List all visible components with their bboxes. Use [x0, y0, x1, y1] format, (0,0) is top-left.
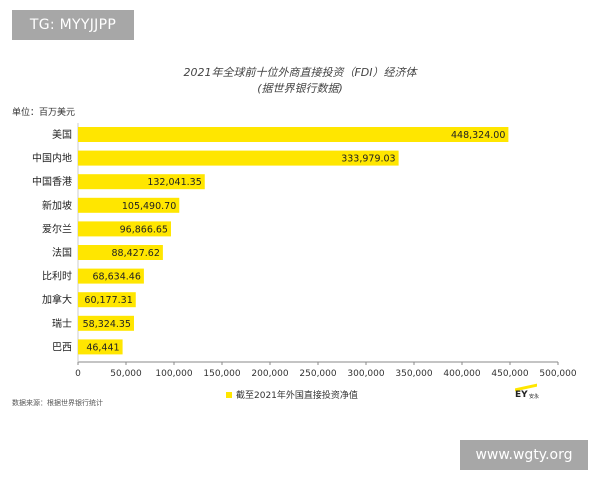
x-tick-label: 0 [75, 369, 81, 379]
data-label: 46,441 [86, 342, 119, 353]
bar [78, 245, 163, 260]
data-label: 105,490.70 [122, 201, 176, 212]
legend: 截至2021年外国直接投资净值 [226, 388, 358, 401]
category-label: 加拿大 [42, 293, 72, 306]
category-label: 新加坡 [42, 199, 72, 212]
chart-title: 2021年全球前十位外商直接投资（FDI）经济体 [183, 66, 417, 79]
data-label: 96,866.65 [120, 224, 168, 235]
data-label: 132,041.35 [147, 177, 201, 188]
x-tick-label: 100,000 [155, 369, 192, 379]
bar [78, 127, 509, 142]
ey-logo: EY 安永 [513, 383, 543, 404]
category-label: 法国 [52, 246, 72, 259]
bar [78, 268, 144, 284]
x-tick-label: 300,000 [347, 369, 384, 379]
bar [78, 150, 399, 166]
watermark-bottom: www.wgty.org [460, 440, 588, 470]
bar [78, 197, 180, 213]
x-tick-label: 150,000 [203, 369, 240, 379]
watermark-top: TG: MYYJJPP [12, 10, 134, 40]
category-label: 美国 [52, 128, 72, 141]
data-label: 58,324.35 [83, 319, 131, 330]
bar [78, 315, 134, 331]
x-tick-label: 350,000 [395, 369, 432, 379]
data-label: 88,427.62 [112, 248, 160, 259]
x-tick-label: 400,000 [443, 369, 480, 379]
category-label: 中国内地 [32, 152, 72, 165]
source-note: 数据来源：根据世界银行统计 [12, 399, 103, 407]
chart-subtitle: (据世界银行数据) [257, 82, 343, 95]
x-tick-label: 50,000 [110, 369, 142, 379]
legend-swatch [226, 391, 232, 398]
data-label: 68,634.46 [93, 272, 141, 283]
data-label: 60,177.31 [84, 295, 132, 306]
category-label: 巴西 [52, 341, 72, 353]
category-label: 爱尔兰 [42, 222, 72, 235]
bar [78, 339, 123, 355]
data-label: 448,324.00 [451, 130, 505, 141]
x-tick-label: 500,000 [539, 369, 576, 379]
x-tick-label: 200,000 [251, 369, 288, 379]
category-label: 中国香港 [32, 175, 72, 188]
bar [78, 221, 171, 237]
category-label: 比利时 [42, 271, 72, 283]
data-label: 333,979.03 [341, 154, 395, 165]
x-tick-label: 250,000 [299, 369, 336, 379]
unit-label: 单位：百万美元 [12, 108, 76, 118]
legend-label: 截至2021年外国直接投资净值 [236, 391, 358, 401]
bar [78, 292, 136, 308]
bar [78, 174, 205, 190]
category-label: 瑞士 [52, 317, 72, 330]
x-tick-label: 450,000 [491, 369, 528, 379]
